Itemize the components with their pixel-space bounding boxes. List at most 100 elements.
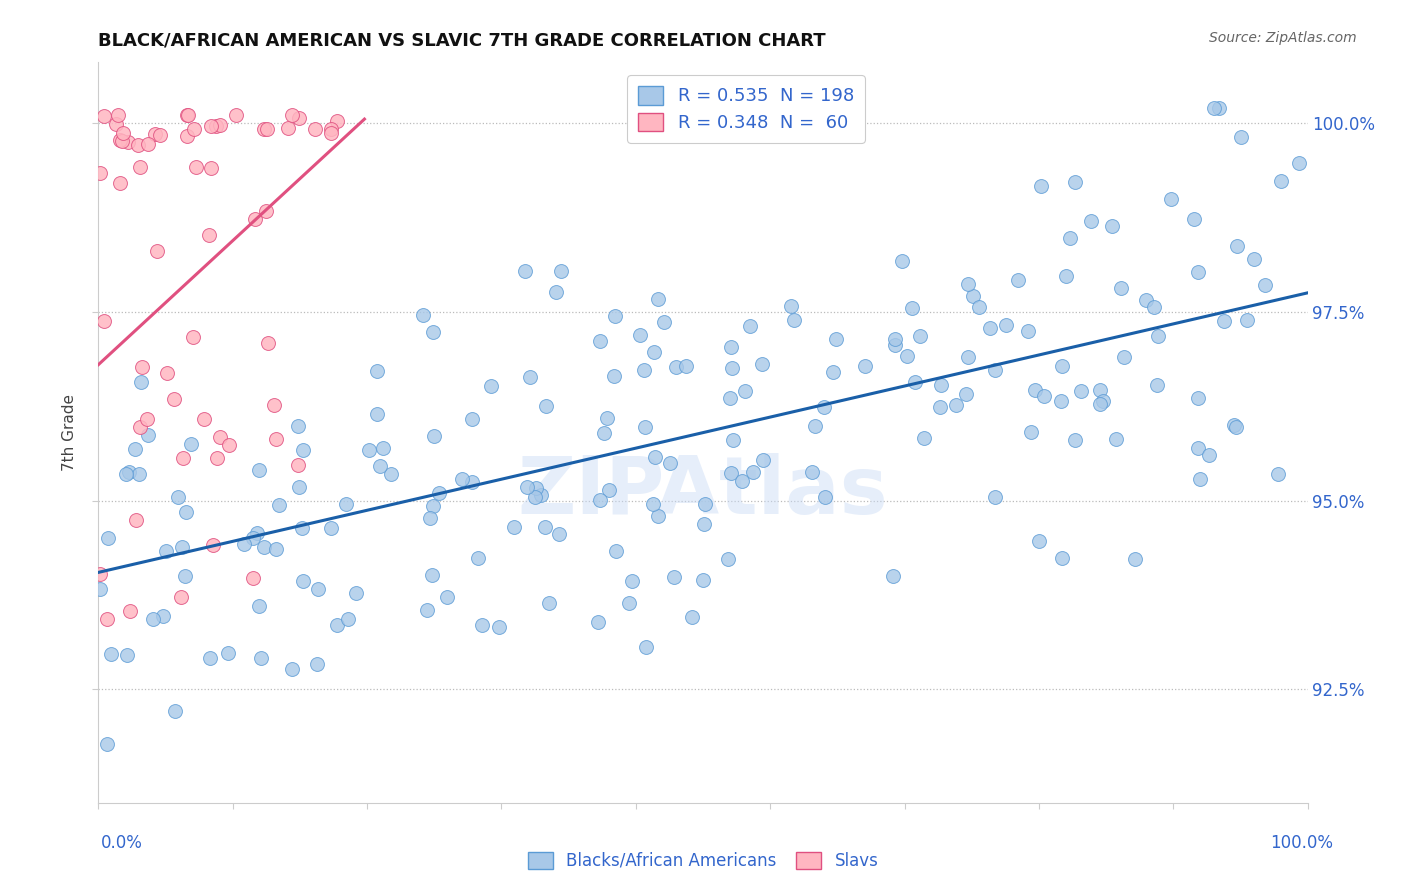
Point <box>89 582 111 596</box>
Point <box>111 134 134 148</box>
Point <box>962 288 984 302</box>
Point <box>233 537 256 551</box>
Point <box>658 456 681 470</box>
Point <box>427 486 450 500</box>
Point <box>516 480 538 494</box>
Point <box>1270 173 1292 187</box>
Point <box>118 604 141 618</box>
Point <box>643 344 665 359</box>
Point <box>929 377 952 392</box>
Point <box>523 490 546 504</box>
Point <box>1024 383 1046 397</box>
Point <box>281 662 304 676</box>
Point <box>1202 101 1225 115</box>
Point <box>197 227 219 242</box>
Point <box>450 472 472 486</box>
Point <box>742 465 765 479</box>
Point <box>1101 219 1123 234</box>
Point <box>250 650 273 665</box>
Point <box>903 375 925 389</box>
Point <box>181 329 204 343</box>
Point <box>200 161 222 176</box>
Point <box>131 375 153 389</box>
Point <box>1267 467 1289 481</box>
Point <box>1114 350 1136 364</box>
Point <box>738 318 761 333</box>
Point <box>167 490 190 504</box>
Point <box>1230 130 1253 145</box>
Point <box>589 493 612 508</box>
Point <box>983 490 1005 504</box>
Point <box>519 369 541 384</box>
Point <box>721 360 744 375</box>
Point <box>420 567 443 582</box>
Point <box>89 166 111 180</box>
Point <box>1254 278 1277 293</box>
Point <box>266 542 288 557</box>
Point <box>1187 265 1209 279</box>
Point <box>801 465 824 479</box>
Point <box>550 264 572 278</box>
Point <box>124 442 146 456</box>
Point <box>326 114 349 128</box>
Point <box>321 521 343 535</box>
Point <box>1017 324 1039 338</box>
Point <box>693 516 716 531</box>
Point <box>422 499 444 513</box>
Point <box>945 398 967 412</box>
Point <box>180 437 202 451</box>
Point <box>644 450 666 464</box>
Point <box>208 430 231 444</box>
Point <box>1064 433 1087 447</box>
Point <box>174 505 197 519</box>
Point <box>131 360 153 375</box>
Point <box>782 312 804 326</box>
Point <box>1198 448 1220 462</box>
Point <box>93 314 115 328</box>
Point <box>111 126 134 140</box>
Point <box>595 410 617 425</box>
Point <box>1187 391 1209 405</box>
Point <box>652 315 675 329</box>
Point <box>242 531 264 545</box>
Point <box>467 551 489 566</box>
Point <box>184 161 207 175</box>
Point <box>100 648 122 662</box>
Text: 0.0%: 0.0% <box>101 834 143 852</box>
Point <box>603 368 626 383</box>
Point <box>1146 378 1168 392</box>
Point <box>155 543 177 558</box>
Point <box>287 458 309 473</box>
Point <box>692 573 714 587</box>
Point <box>291 443 314 458</box>
Point <box>183 121 205 136</box>
Point <box>368 458 391 473</box>
Point <box>205 450 228 465</box>
Point <box>589 334 612 349</box>
Point <box>117 135 139 149</box>
Point <box>1033 388 1056 402</box>
Point <box>292 574 315 588</box>
Point <box>1070 384 1092 399</box>
Point <box>136 427 159 442</box>
Point <box>128 467 150 482</box>
Point <box>172 450 194 465</box>
Point <box>1213 314 1236 328</box>
Point <box>176 108 198 122</box>
Point <box>1135 293 1157 308</box>
Point <box>994 318 1017 332</box>
Point <box>718 392 741 406</box>
Point <box>128 420 150 434</box>
Point <box>287 480 309 494</box>
Legend: R = 0.535  N = 198, R = 0.348  N =  60: R = 0.535 N = 198, R = 0.348 N = 60 <box>627 75 865 143</box>
Point <box>751 357 773 371</box>
Point <box>200 119 222 133</box>
Point <box>125 513 148 527</box>
Point <box>247 599 270 614</box>
Point <box>1064 175 1087 189</box>
Point <box>105 117 128 131</box>
Point <box>173 569 195 583</box>
Point <box>896 349 918 363</box>
Point <box>96 612 118 626</box>
Point <box>524 482 547 496</box>
